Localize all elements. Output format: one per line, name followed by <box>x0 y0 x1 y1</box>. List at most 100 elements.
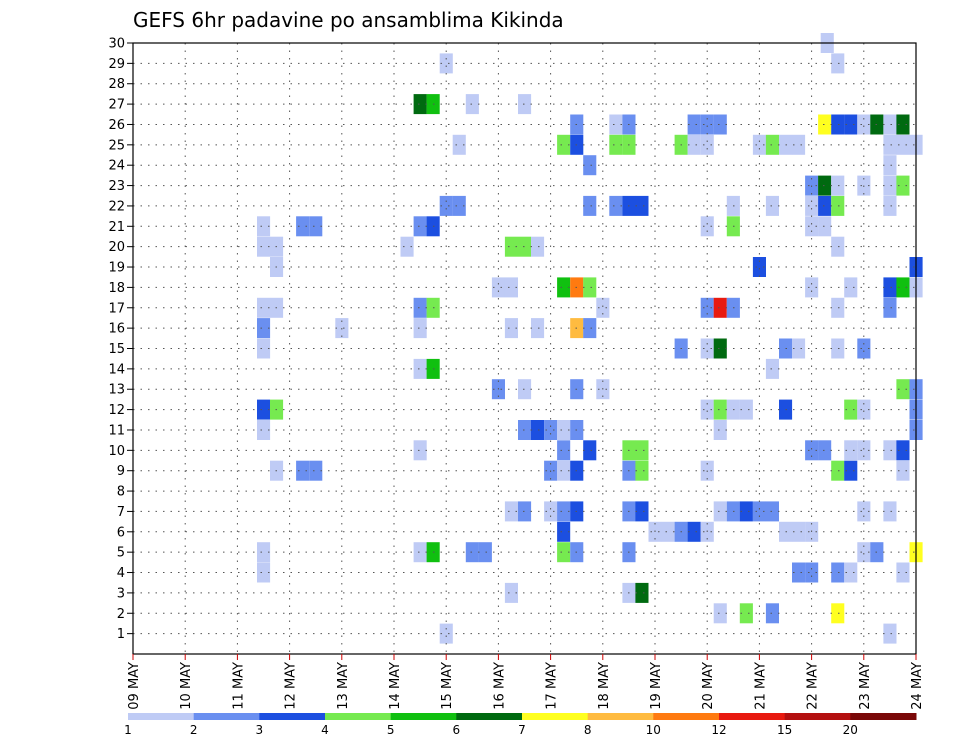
scale-swatch <box>128 713 195 720</box>
heatmap-cell <box>805 277 819 298</box>
x-tick-label: 20 MAY <box>701 662 716 710</box>
heatmap-cell <box>752 134 766 155</box>
scale-swatch <box>719 713 786 720</box>
heatmap-cell <box>844 277 858 298</box>
scale-swatch <box>390 713 457 720</box>
y-tick-label: 8 <box>117 485 125 500</box>
heatmap-cell <box>700 134 714 155</box>
y-tick-label: 14 <box>108 362 125 377</box>
x-tick-label: 14 MAY <box>388 662 403 710</box>
heatmap-cell <box>752 501 766 522</box>
heatmap-cell <box>583 440 597 461</box>
scale-label: 8 <box>584 723 592 737</box>
heatmap-cell <box>792 521 806 542</box>
heatmap-cell <box>765 195 779 216</box>
heatmap-cell <box>583 318 597 339</box>
heatmap-cell <box>713 338 727 359</box>
heatmap-cell <box>831 297 845 318</box>
heatmap-cell <box>883 175 897 196</box>
x-tick-label: 11 MAY <box>231 662 246 710</box>
heatmap-cell <box>635 501 649 522</box>
heatmap-cell <box>883 114 897 135</box>
cells-layer <box>257 33 923 644</box>
heatmap-cell <box>400 236 414 257</box>
heatmap-cell <box>883 623 897 644</box>
heatmap-cell <box>544 420 558 440</box>
chart-title: GEFS 6hr padavine po ansamblima Kikinda <box>133 8 564 32</box>
scale-swatch <box>784 713 851 720</box>
y-tick-label: 7 <box>117 505 125 520</box>
heatmap-cell <box>896 460 910 481</box>
heatmap-cell <box>609 114 623 135</box>
x-tick-label: 12 MAY <box>284 662 299 710</box>
heatmap-cell <box>296 460 310 481</box>
heatmap-cell <box>896 277 910 298</box>
heatmap-cell <box>635 460 649 481</box>
heatmap-cell <box>713 399 727 420</box>
heatmap-cell <box>557 542 571 563</box>
heatmap-cell <box>896 134 910 155</box>
heatmap-cell <box>635 582 649 603</box>
heatmap-cell <box>413 542 427 563</box>
heatmap-cell <box>257 420 271 440</box>
heatmap-cell <box>439 623 453 644</box>
x-tick-label: 24 MAY <box>910 662 925 710</box>
heatmap-cell <box>805 195 819 216</box>
heatmap-cell <box>557 460 571 481</box>
heatmap-cell <box>805 440 819 461</box>
heatmap-cell <box>818 440 832 461</box>
y-tick-label: 20 <box>108 240 125 255</box>
heatmap-cell <box>557 277 571 298</box>
x-tick-label: 16 MAY <box>492 662 507 710</box>
heatmap-cell <box>752 257 766 277</box>
heatmap-cell <box>831 338 845 359</box>
heatmap-cell <box>896 440 910 461</box>
x-tick-label: 19 MAY <box>649 662 664 710</box>
scale-label: 4 <box>321 723 329 737</box>
heatmap-cell <box>518 236 532 257</box>
y-tick-label: 2 <box>117 607 125 622</box>
heatmap-cell <box>557 501 571 522</box>
heatmap-cell <box>413 297 427 318</box>
heatmap-cell <box>883 134 897 155</box>
heatmap-cell <box>765 358 779 379</box>
color-scale: 1 2 3 4 5 6 7 8 10 12 15 20 <box>124 713 917 737</box>
y-tick-label: 22 <box>108 199 125 214</box>
heatmap-cell <box>818 175 832 196</box>
heatmap-cell <box>805 562 819 583</box>
heatmap-cell <box>257 399 271 420</box>
heatmap-cell <box>309 460 323 481</box>
y-tick-label: 1 <box>117 627 125 642</box>
heatmap-cell <box>739 603 753 624</box>
x-tick-label: 09 MAY <box>127 662 142 710</box>
heatmap-cell <box>257 236 271 257</box>
heatmap-cell <box>700 216 714 237</box>
heatmap-cell <box>700 399 714 420</box>
heatmap-cell <box>713 114 727 135</box>
heatmap-cell <box>896 114 910 135</box>
scale-swatch <box>193 713 260 720</box>
y-tick-label: 10 <box>108 444 125 459</box>
y-tick-label: 26 <box>108 118 125 133</box>
heatmap-cell <box>792 338 806 359</box>
heatmap-cell <box>844 460 858 481</box>
heatmap-cell <box>883 501 897 522</box>
y-tick-label: 15 <box>108 342 125 357</box>
scale-label: 10 <box>646 723 661 737</box>
heatmap-cell <box>413 318 427 339</box>
heatmap-cell <box>504 582 518 603</box>
heatmap-cell <box>765 134 779 155</box>
heatmap-cell <box>844 399 858 420</box>
heatmap-cell <box>713 420 727 440</box>
heatmap-cell <box>257 318 271 339</box>
heatmap-cell <box>818 195 832 216</box>
heatmap-cell <box>687 134 701 155</box>
heatmap-cell <box>831 603 845 624</box>
y-tick-label: 17 <box>108 301 125 316</box>
scale-swatch <box>456 713 523 720</box>
heatmap-cell <box>439 53 453 74</box>
heatmap-cell <box>844 114 858 135</box>
y-tick-label: 18 <box>108 281 125 296</box>
y-tick-label: 6 <box>117 525 125 540</box>
heatmap-cell <box>713 501 727 522</box>
